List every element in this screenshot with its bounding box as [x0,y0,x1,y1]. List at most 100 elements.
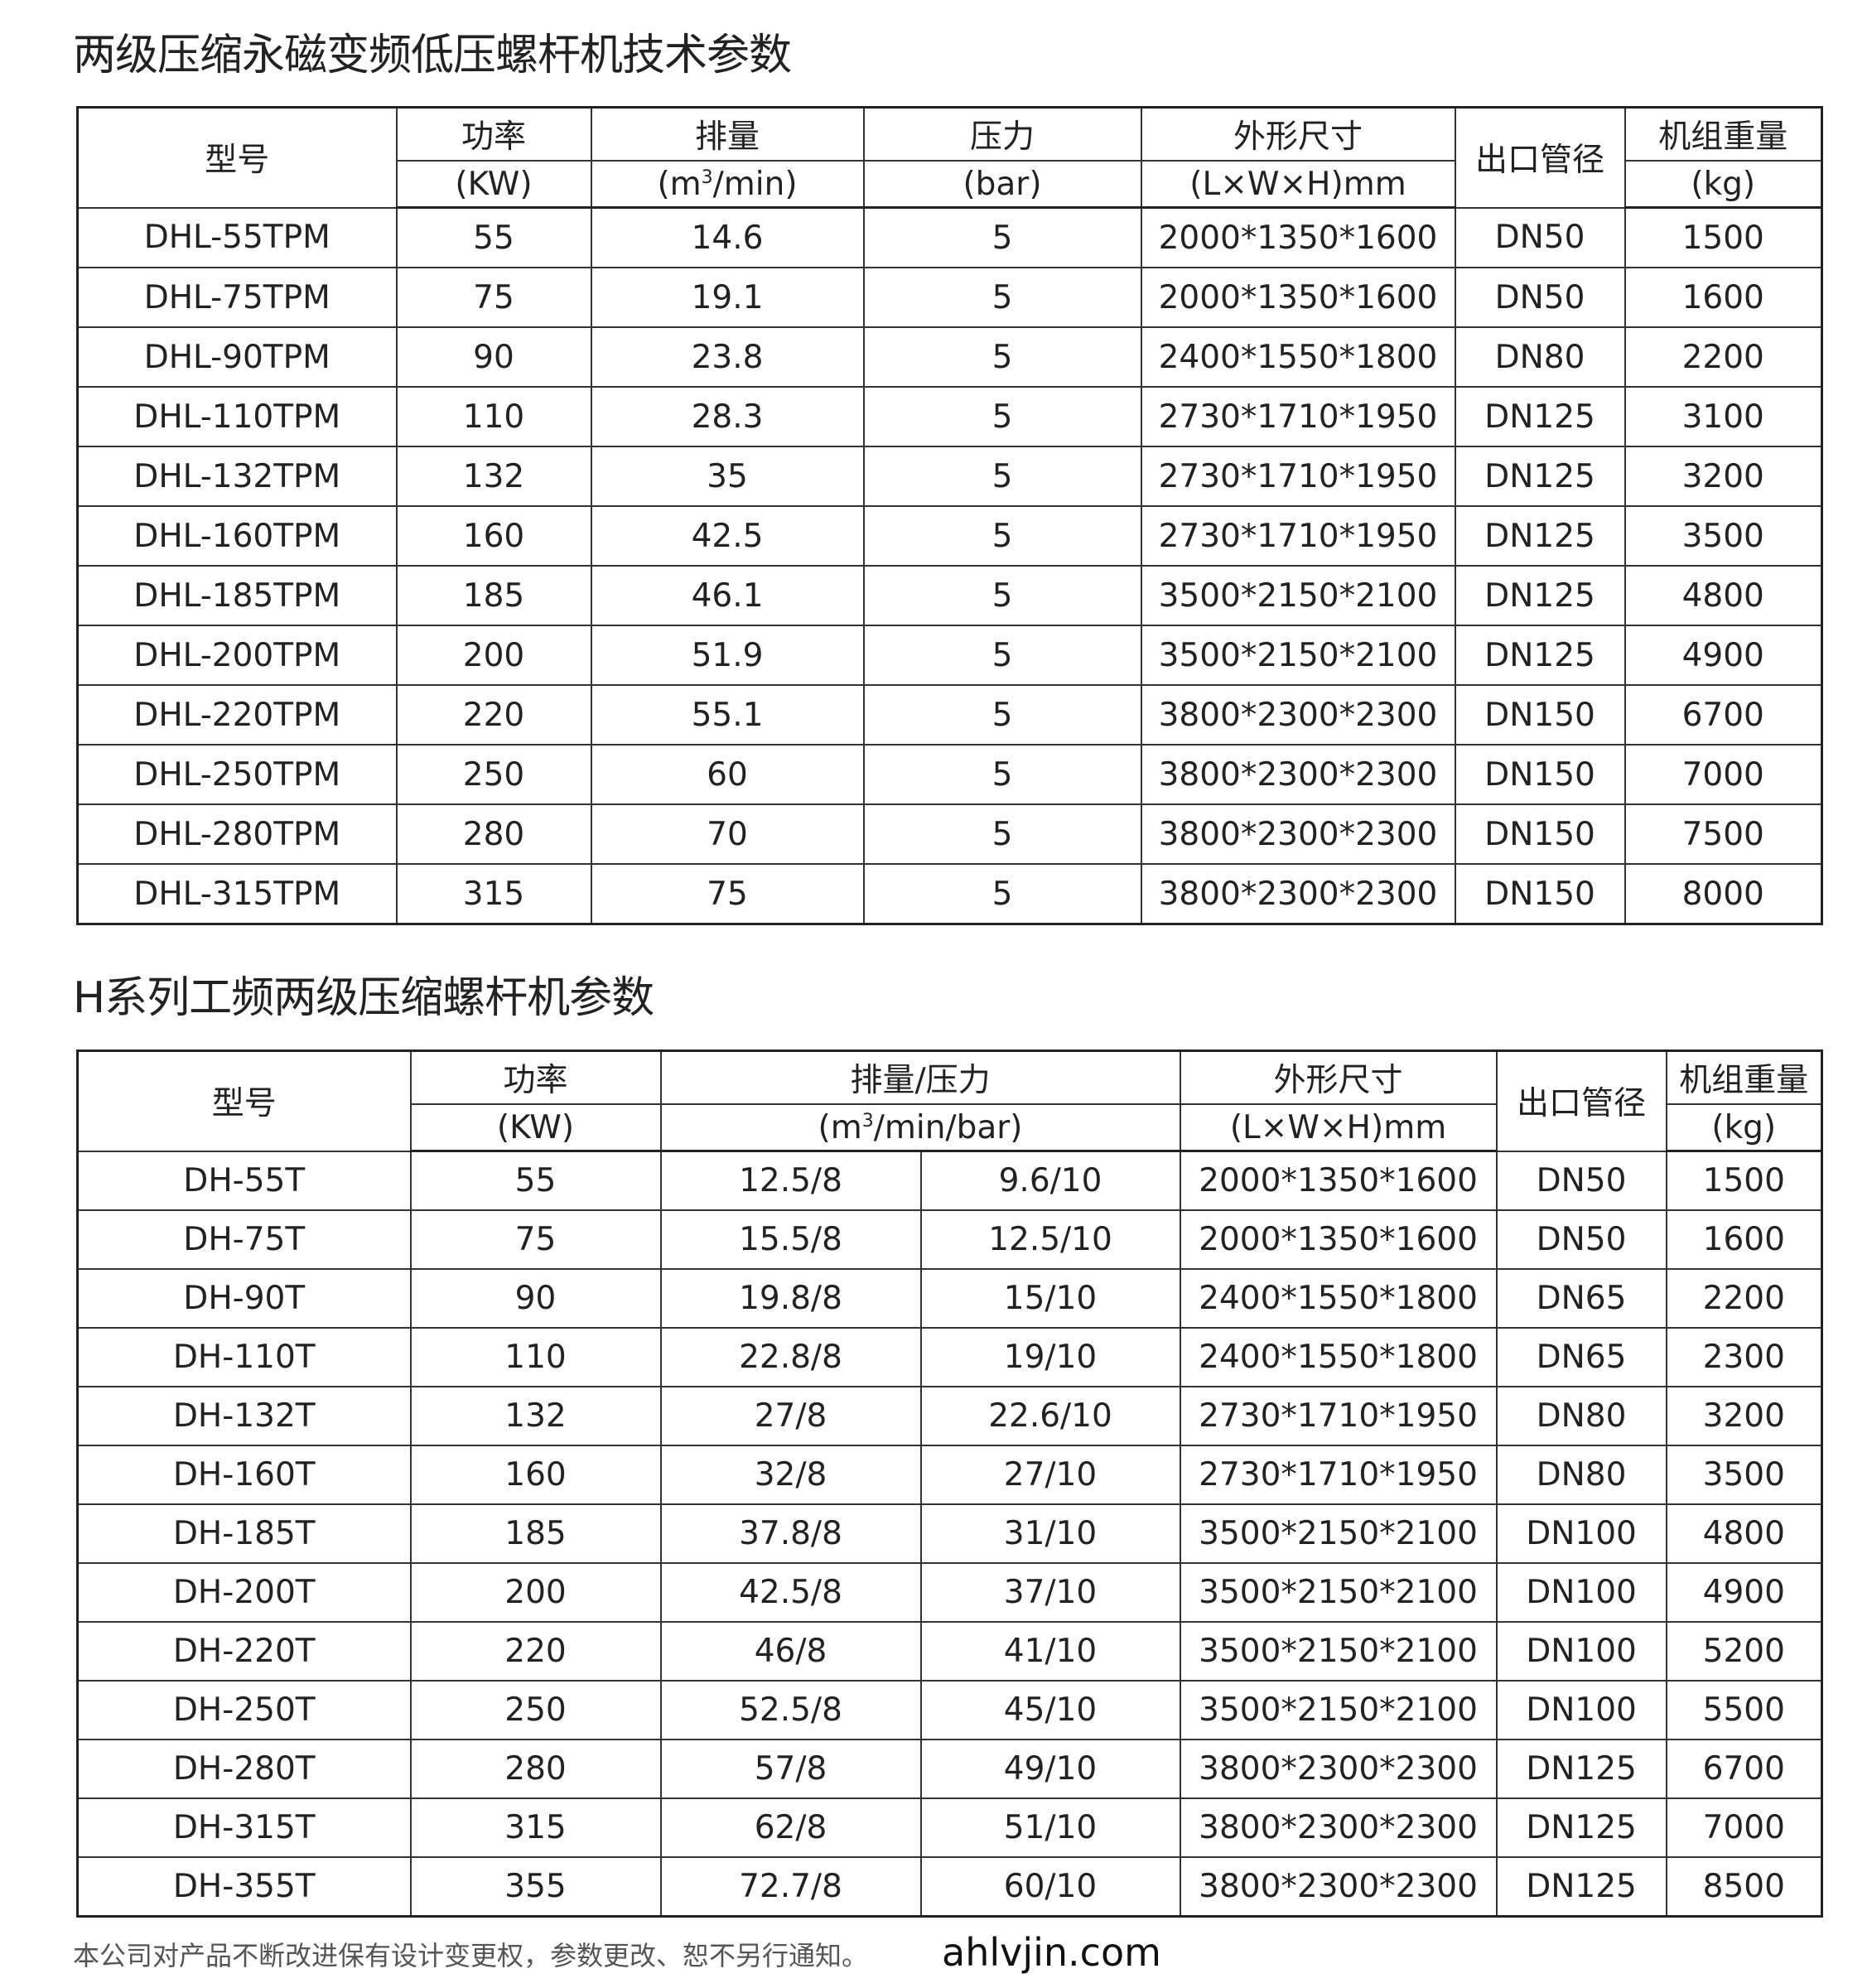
table-row: DHL-280TPM 280 70 5 3800*2300*2300 DN150 7500 [76,803,1823,865]
cell-flow-at-8bar: 27/8 [659,1386,922,1446]
header-power-unit: (KW) [395,160,592,209]
cell-flow-at-10bar: 9.6/10 [919,1150,1181,1211]
cell-outlet: DN125 [1495,1797,1667,1858]
cell-outlet: DN100 [1495,1680,1667,1740]
header-pressure: 压力 [862,106,1142,162]
cell-weight: 8000 [1624,863,1823,925]
table-row: DHL-132TPM 132 35 5 2730*1710*1950 DN125 3200 [76,446,1823,507]
cell-weight: 1500 [1624,206,1823,268]
cell-model: DHL-250TPM [76,744,398,805]
cell-power: 315 [409,1797,662,1858]
cell-pressure: 5 [862,505,1142,567]
cell-weight: 7000 [1624,744,1823,805]
table-row: DH-110T 110 22.8/8 19/10 2400*1550*1800 DN65 2… [76,1327,1823,1387]
cell-dimensions: 2400*1550*1800 [1179,1268,1498,1329]
header-flow: 排量 [590,106,865,162]
cell-dimensions: 3500*2150*2100 [1179,1680,1498,1740]
table-row: DHL-185TPM 185 46.1 5 3500*2150*2100 DN125 480… [76,565,1823,626]
cell-power: 250 [395,744,592,805]
cell-weight: 3100 [1624,386,1823,447]
header-weight-unit: (kg) [1624,160,1823,209]
cell-outlet: DN125 [1454,505,1626,567]
cell-flow-at-10bar: 51/10 [919,1797,1181,1858]
cell-weight: 6700 [1665,1739,1823,1799]
table-row: DH-315T 315 62/8 51/10 3800*2300*2300 DN125 70… [76,1797,1823,1858]
cell-dimensions: 3500*2150*2100 [1179,1562,1498,1623]
cell-model: DH-110T [76,1327,412,1387]
cell-outlet: DN50 [1454,206,1626,268]
cell-model: DH-160T [76,1445,412,1505]
cell-model: DH-280T [76,1739,412,1799]
cell-pressure: 5 [862,803,1142,865]
cell-weight: 5200 [1665,1621,1823,1682]
cell-dimensions: 3500*2150*2100 [1140,565,1456,626]
cell-flow-at-8bar: 42.5/8 [659,1562,922,1623]
cell-dimensions: 2730*1710*1950 [1179,1445,1498,1505]
cell-flow: 60 [590,744,865,805]
cell-power: 160 [409,1445,662,1505]
cell-flow-at-8bar: 32/8 [659,1445,922,1505]
header-flow-pressure: 排量/压力 [659,1049,1181,1105]
cell-outlet: DN65 [1495,1268,1667,1329]
cell-weight: 3500 [1624,505,1823,567]
cell-outlet: DN125 [1495,1856,1667,1918]
cell-outlet: DN150 [1454,684,1626,746]
cell-pressure: 5 [862,446,1142,507]
website-link[interactable]: ahlvjin.com [942,1930,1161,1975]
h-series-spec-table: 型号 功率 排量/压力 外形尺寸 出口管径 机组重量 (KW) (m3/min/… [76,1049,1824,1918]
cell-power: 200 [409,1562,662,1623]
header-power: 功率 [409,1049,662,1105]
cell-flow: 51.9 [590,625,865,686]
cell-flow: 14.6 [590,206,865,268]
cell-model: DHL-75TPM [76,267,398,328]
cell-model: DHL-132TPM [76,446,398,507]
cell-model: DHL-200TPM [76,625,398,686]
cell-flow-at-10bar: 12.5/10 [919,1209,1181,1270]
header-model: 型号 [76,106,398,209]
cell-dimensions: 3800*2300*2300 [1179,1739,1498,1799]
cell-flow: 55.1 [590,684,865,746]
cell-power: 55 [409,1150,662,1211]
cell-model: DH-250T [76,1680,412,1740]
table-row: DHL-90TPM 90 23.8 5 2400*1550*1800 DN80 2200 [76,326,1823,388]
cell-pressure: 5 [862,206,1142,268]
header-dimensions: 外形尺寸 [1140,106,1456,162]
cell-pressure: 5 [862,565,1142,626]
cell-weight: 3500 [1665,1445,1823,1505]
cell-dimensions: 3500*2150*2100 [1179,1503,1498,1564]
cell-model: DH-200T [76,1562,412,1623]
cell-model: DH-90T [76,1268,412,1329]
header-pressure-unit: (bar) [862,160,1142,209]
cell-outlet: DN150 [1454,803,1626,865]
cell-power: 132 [409,1386,662,1446]
cell-flow: 70 [590,803,865,865]
cell-pressure: 5 [862,326,1142,388]
cell-power: 160 [395,505,592,567]
cell-dimensions: 3800*2300*2300 [1140,744,1456,805]
cell-flow-at-8bar: 57/8 [659,1739,922,1799]
table2-title: H系列工频两级压缩螺杆机参数 [73,973,654,1023]
cell-flow-at-10bar: 37/10 [919,1562,1181,1623]
cell-weight: 6700 [1624,684,1823,746]
table1-title: 两级压缩永磁变频低压螺杆机技术参数 [73,31,792,80]
table-row: DH-55T 55 12.5/8 9.6/10 2000*1350*1600 DN50 15… [76,1150,1823,1211]
cell-model: DHL-315TPM [76,863,398,925]
cell-pressure: 5 [862,744,1142,805]
cell-model: DHL-55TPM [76,206,398,268]
cell-power: 280 [409,1739,662,1799]
cell-power: 110 [409,1327,662,1387]
cell-weight: 8500 [1665,1856,1823,1918]
cell-flow: 75 [590,863,865,925]
cell-weight: 1600 [1624,267,1823,328]
table-row: DHL-110TPM 110 28.3 5 2730*1710*1950 DN125 310… [76,386,1823,447]
cell-pressure: 5 [862,863,1142,925]
cell-dimensions: 3800*2300*2300 [1179,1856,1498,1918]
cell-dimensions: 2400*1550*1800 [1140,326,1456,388]
cell-power: 315 [395,863,592,925]
header-outlet: 出口管径 [1454,106,1626,209]
cell-dimensions: 3800*2300*2300 [1179,1797,1498,1858]
cell-outlet: DN150 [1454,744,1626,805]
header-dimensions: 外形尺寸 [1179,1049,1498,1105]
cell-outlet: DN125 [1454,446,1626,507]
cell-flow-at-10bar: 15/10 [919,1268,1181,1329]
